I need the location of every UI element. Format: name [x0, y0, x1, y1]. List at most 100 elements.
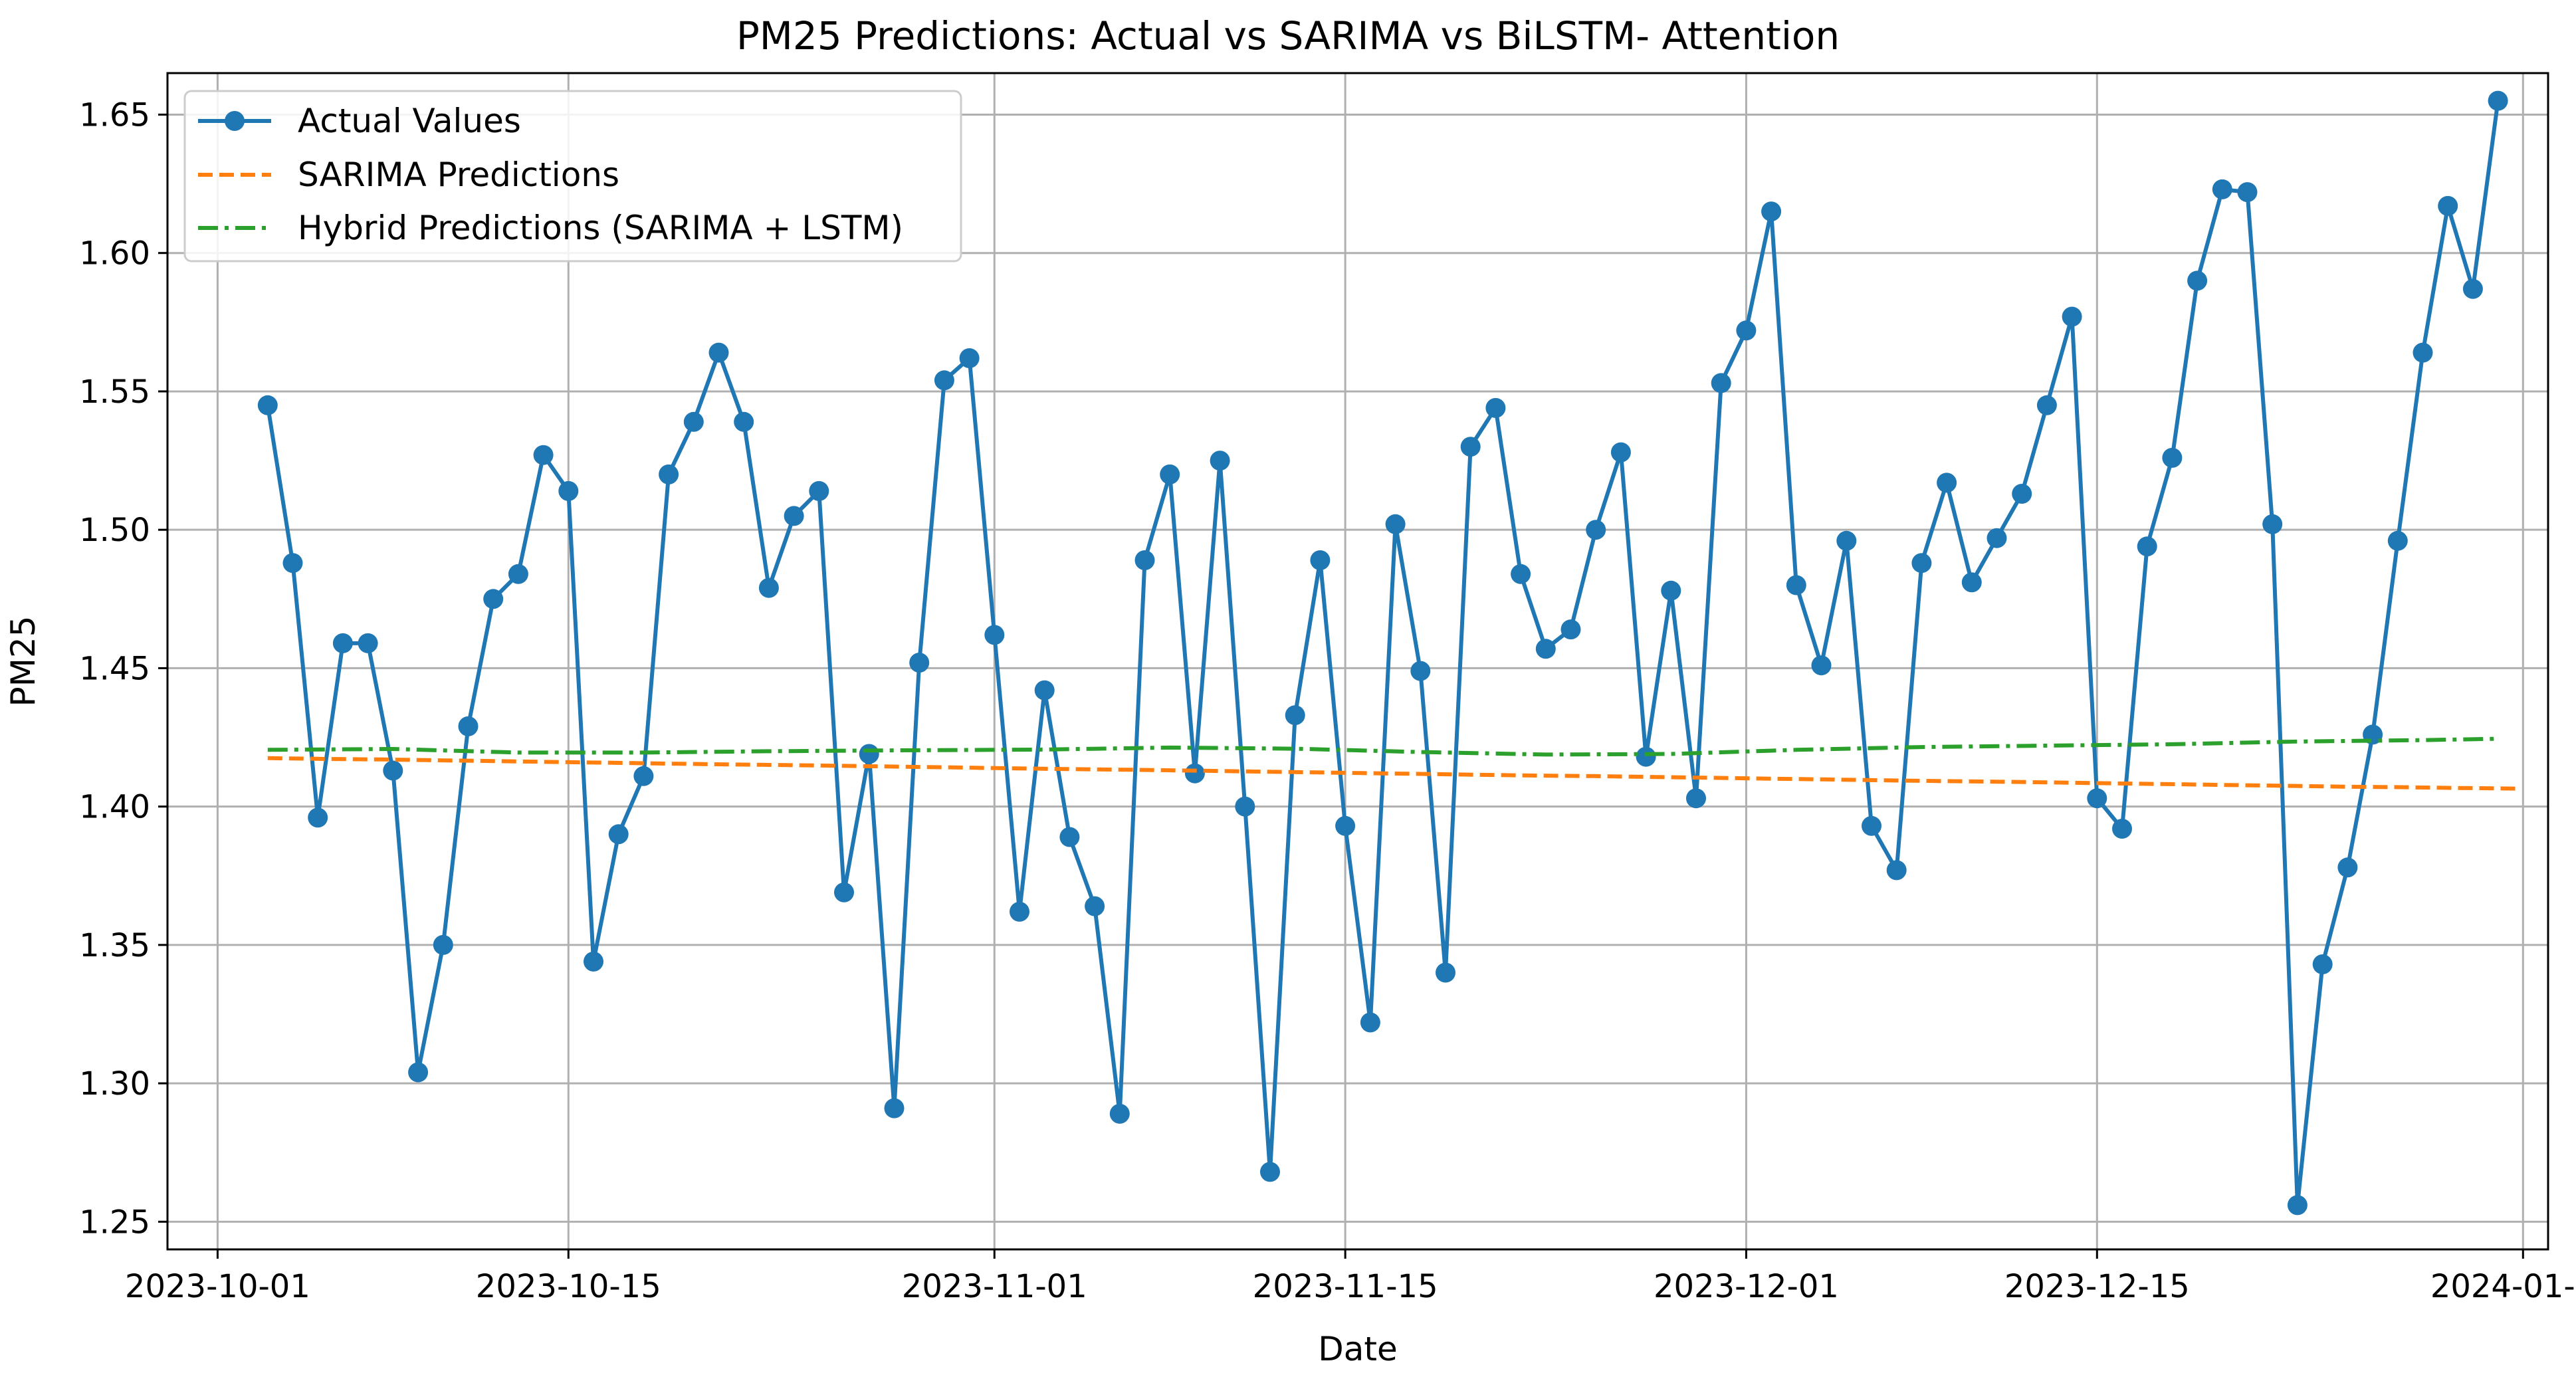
data-point-0-56: [1661, 580, 1681, 601]
data-point-0-81: [2287, 1195, 2308, 1216]
series-line-2: [267, 736, 2498, 757]
data-point-0-7: [433, 934, 453, 955]
data-point-0-23: [834, 882, 854, 902]
y-tick-label-2: 1.35: [79, 927, 150, 964]
data-point-0-5: [383, 760, 403, 781]
data-point-0-87: [2438, 195, 2458, 216]
data-point-0-17: [683, 411, 704, 432]
y-tick-label-8: 1.65: [79, 96, 150, 134]
data-point-0-27: [934, 370, 954, 391]
data-point-0-70: [2012, 484, 2032, 504]
y-tick-label-4: 1.45: [79, 650, 150, 687]
data-point-0-73: [2087, 788, 2107, 809]
data-point-0-52: [1560, 619, 1581, 640]
data-point-0-2: [308, 807, 328, 828]
data-point-0-76: [2162, 447, 2183, 468]
data-point-0-54: [1610, 442, 1631, 463]
x-tick-label-2: 2023-11-01: [902, 1268, 1087, 1305]
x-tick-label-5: 2023-12-15: [2004, 1268, 2190, 1305]
y-tick-label-7: 1.60: [79, 235, 150, 272]
legend-label-sarima: SARIMA Predictions: [298, 156, 619, 194]
data-point-0-30: [1010, 901, 1029, 922]
data-point-0-37: [1184, 763, 1205, 784]
data-point-0-44: [1360, 1012, 1380, 1033]
data-point-0-28: [959, 348, 980, 368]
y-tick-label-6: 1.55: [79, 373, 150, 411]
data-point-0-86: [2413, 342, 2433, 363]
x-tick-label-3: 2023-11-15: [1253, 1268, 1438, 1305]
y-tick-label-5: 1.50: [79, 512, 150, 549]
y-tick-label-0: 1.25: [79, 1204, 150, 1241]
data-point-0-89: [2488, 90, 2508, 111]
data-point-0-12: [558, 480, 579, 501]
data-point-0-57: [1686, 788, 1706, 809]
data-point-0-19: [734, 411, 754, 432]
data-point-0-48: [1460, 437, 1481, 457]
data-point-0-16: [659, 464, 679, 484]
data-point-0-80: [2262, 514, 2283, 534]
data-point-0-79: [2237, 182, 2258, 203]
data-point-0-77: [2187, 270, 2208, 291]
data-point-0-6: [408, 1062, 429, 1083]
data-point-0-22: [809, 480, 829, 501]
data-point-0-14: [608, 824, 629, 845]
x-axis-label: Date: [1318, 1330, 1398, 1368]
data-point-0-21: [784, 506, 804, 526]
x-axis-ticks: 2023-10-01 2023-10-15 2023-11-01 2023-11-15…: [125, 1249, 2576, 1305]
y-axis-label: PM25: [4, 616, 43, 707]
data-point-0-34: [1109, 1103, 1130, 1124]
data-point-0-67: [1937, 473, 1957, 493]
data-point-0-65: [1886, 860, 1907, 881]
data-point-0-40: [1260, 1162, 1280, 1182]
data-point-0-43: [1335, 815, 1356, 836]
data-point-0-46: [1410, 661, 1431, 681]
data-point-0-1: [282, 553, 303, 574]
data-point-0-49: [1485, 397, 1506, 418]
data-point-0-58: [1711, 373, 1731, 393]
x-tick-label-6: 2024-01-01: [2430, 1268, 2576, 1305]
data-point-0-45: [1385, 514, 1406, 534]
data-point-0-72: [2062, 306, 2082, 327]
data-point-0-36: [1160, 464, 1180, 484]
data-point-0-64: [1862, 815, 1881, 836]
data-point-0-10: [508, 564, 528, 584]
data-point-0-60: [1761, 201, 1782, 222]
data-point-0-55: [1636, 746, 1656, 767]
legend: Actual Values SARIMA Predictions Hybrid …: [183, 90, 962, 263]
data-point-0-4: [358, 633, 378, 653]
data-point-0-20: [758, 578, 779, 598]
data-point-0-31: [1034, 680, 1055, 700]
data-point-0-26: [909, 653, 930, 673]
y-tick-label-1: 1.30: [79, 1065, 150, 1103]
series-layer: [257, 90, 2516, 1216]
data-point-0-41: [1285, 705, 1305, 726]
plot-frame: [166, 72, 2549, 1251]
data-point-0-25: [884, 1098, 905, 1118]
data-point-0-71: [2036, 395, 2057, 415]
data-point-0-47: [1436, 962, 1455, 983]
legend-label-actual: Actual Values: [298, 102, 521, 140]
data-point-0-63: [1836, 530, 1857, 551]
data-point-0-61: [1786, 575, 1806, 595]
data-point-0-3: [332, 633, 353, 653]
data-point-0-74: [2112, 819, 2132, 839]
data-point-0-11: [533, 445, 554, 465]
data-point-0-33: [1085, 896, 1105, 916]
data-point-0-69: [1986, 528, 2007, 548]
series-line-1: [267, 756, 2516, 791]
data-point-0-62: [1811, 655, 1832, 676]
data-point-0-24: [859, 744, 879, 764]
x-tick-label-1: 2023-10-15: [476, 1268, 661, 1305]
legend-marker-actual: [225, 111, 245, 131]
data-point-0-42: [1310, 550, 1331, 570]
data-point-0-50: [1511, 564, 1531, 584]
data-point-0-68: [1961, 572, 1982, 593]
data-point-0-13: [584, 951, 603, 972]
data-point-0-75: [2137, 536, 2157, 557]
x-tick-label-4: 2023-12-01: [1654, 1268, 1839, 1305]
data-point-0-15: [633, 766, 654, 786]
y-axis-ticks: 1.25 1.30 1.35 1.40 1.45 1.50 1.55 1.60 1.65: [79, 96, 167, 1241]
data-point-0-78: [2212, 179, 2232, 199]
legend-label-hybrid: Hybrid Predictions (SARIMA + LSTM): [298, 209, 903, 247]
